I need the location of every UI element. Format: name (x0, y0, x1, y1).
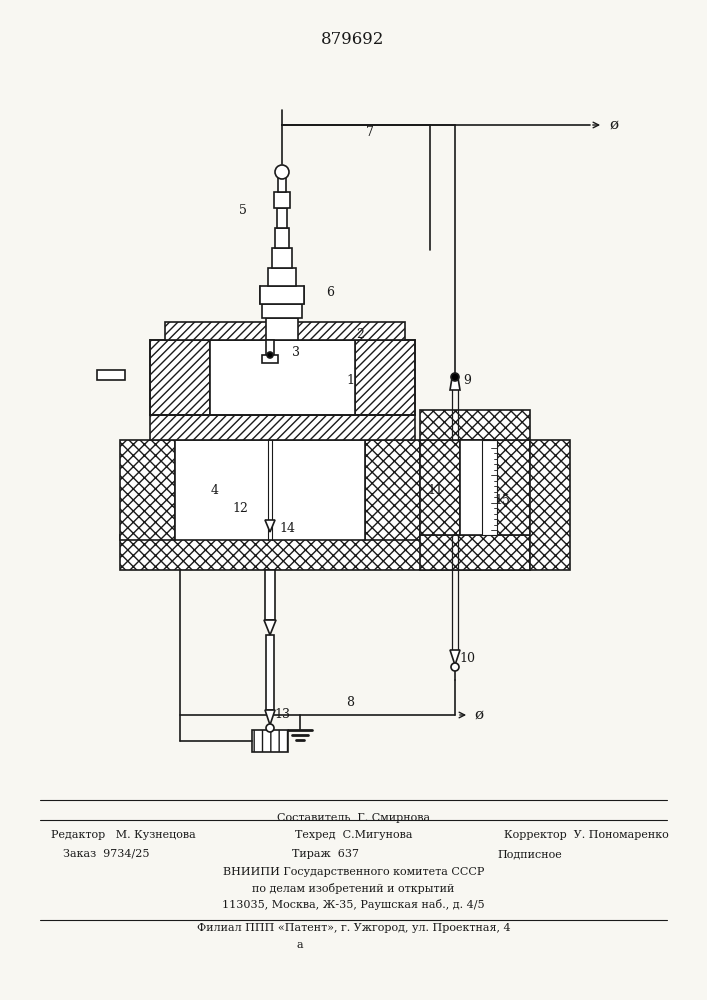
Bar (210, 340, 355, 415)
Polygon shape (450, 378, 460, 390)
Text: 879692: 879692 (321, 31, 385, 48)
Bar (262, 355, 278, 363)
Bar (355, 340, 415, 415)
Text: 10: 10 (459, 652, 475, 664)
Text: Подписное: Подписное (498, 849, 563, 859)
Circle shape (451, 663, 459, 671)
Bar (268, 268, 296, 286)
Bar (266, 635, 274, 710)
Text: 6: 6 (326, 286, 334, 298)
Bar (530, 440, 570, 570)
Text: 8: 8 (346, 696, 354, 710)
Bar (97, 370, 125, 380)
Circle shape (451, 373, 459, 381)
Text: 5: 5 (239, 204, 247, 217)
Text: Редактор   М. Кузнецова: Редактор М. Кузнецова (52, 830, 196, 840)
Polygon shape (264, 620, 276, 635)
Text: 2: 2 (356, 328, 364, 342)
Bar (365, 440, 420, 540)
Bar (272, 248, 292, 268)
Bar (278, 177, 286, 192)
Circle shape (267, 352, 273, 358)
Polygon shape (265, 710, 275, 725)
Text: 13: 13 (274, 708, 290, 722)
Bar (274, 192, 290, 208)
Text: Техред  С.Мигунова: Техред С.Мигунова (295, 830, 412, 840)
Bar (175, 440, 365, 540)
Text: ВНИИПИ Государственного комитета СССР: ВНИИПИ Государственного комитета СССР (223, 867, 484, 877)
Bar (120, 535, 530, 570)
Text: 9: 9 (463, 373, 471, 386)
Text: ø: ø (474, 708, 484, 722)
Bar (420, 440, 460, 535)
Bar (266, 340, 274, 360)
Text: 4: 4 (211, 484, 219, 496)
Bar (420, 535, 530, 570)
Polygon shape (265, 520, 275, 532)
Bar (252, 730, 288, 752)
Text: по делам изобретений и открытий: по делам изобретений и открытий (252, 882, 455, 894)
Text: а: а (297, 940, 303, 950)
Bar (277, 208, 287, 228)
Text: Корректор  У. Пономаренко: Корректор У. Пономаренко (504, 830, 670, 840)
Text: Филиал ППП «Патент», г. Ужгород, ул. Проектная, 4: Филиал ППП «Патент», г. Ужгород, ул. Про… (197, 923, 510, 933)
Text: Составитель  Г. Смирнова: Составитель Г. Смирнова (277, 813, 430, 823)
Text: 12: 12 (232, 502, 248, 514)
Text: 7: 7 (366, 126, 374, 139)
Text: 11: 11 (427, 484, 443, 496)
Bar (165, 322, 405, 340)
Bar (482, 440, 497, 535)
Bar (120, 440, 175, 540)
Text: 113035, Москва, Ж-35, Раушская наб., д. 4/5: 113035, Москва, Ж-35, Раушская наб., д. … (222, 898, 485, 910)
Bar (150, 340, 210, 415)
Text: 3: 3 (292, 347, 300, 360)
Polygon shape (450, 650, 460, 665)
Bar (150, 415, 415, 440)
Text: Тираж  637: Тираж 637 (292, 849, 358, 859)
Bar (265, 570, 275, 620)
Bar (460, 440, 490, 535)
Circle shape (275, 165, 289, 179)
Bar (420, 410, 530, 440)
Text: ø: ø (609, 118, 619, 132)
Text: 15: 15 (494, 493, 510, 506)
Bar (490, 440, 530, 535)
Text: 14: 14 (279, 522, 295, 534)
Text: Заказ  9734/25: Заказ 9734/25 (63, 849, 149, 859)
Bar (275, 228, 289, 248)
Circle shape (266, 724, 274, 732)
Bar (262, 304, 302, 318)
Bar (260, 286, 304, 304)
Text: 1: 1 (346, 373, 354, 386)
Bar (266, 318, 298, 340)
